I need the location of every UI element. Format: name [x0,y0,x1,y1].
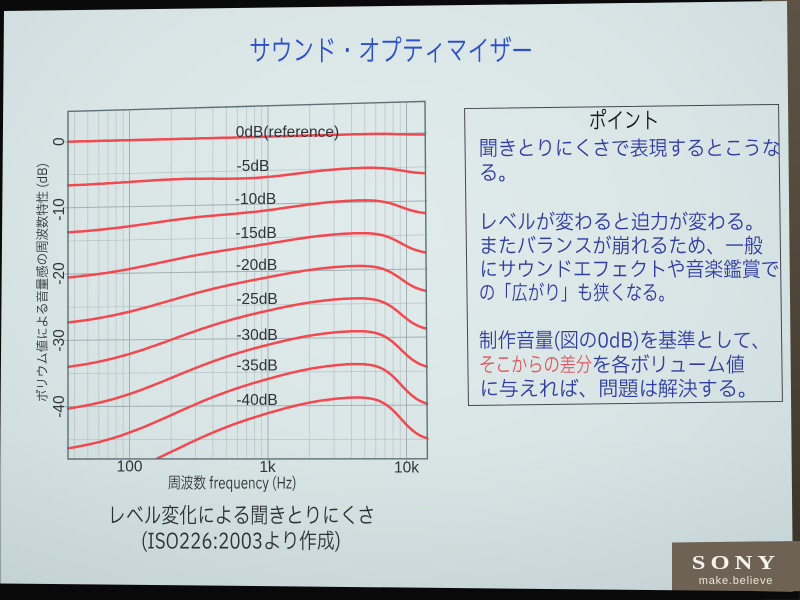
svg-text:-30dB: -30dB [236,327,277,344]
svg-text:100: 100 [117,459,143,476]
svg-text:10k: 10k [394,460,419,477]
svg-text:0dB(reference): 0dB(reference) [236,124,339,141]
svg-text:-10: -10 [51,198,68,221]
svg-text:-15dB: -15dB [235,225,276,242]
svg-text:-35dB: -35dB [236,357,277,374]
svg-text:-25dB: -25dB [236,291,277,308]
svg-text:-30: -30 [51,329,68,352]
svg-text:-20dB: -20dB [236,257,277,274]
svg-text:1k: 1k [259,459,276,476]
svg-text:-40dB: -40dB [236,392,277,409]
svg-text:-20: -20 [51,262,68,285]
svg-text:-5dB: -5dB [237,158,270,175]
svg-text:-10dB: -10dB [235,191,276,208]
svg-text:-40: -40 [51,395,68,418]
svg-text:0: 0 [51,137,68,146]
